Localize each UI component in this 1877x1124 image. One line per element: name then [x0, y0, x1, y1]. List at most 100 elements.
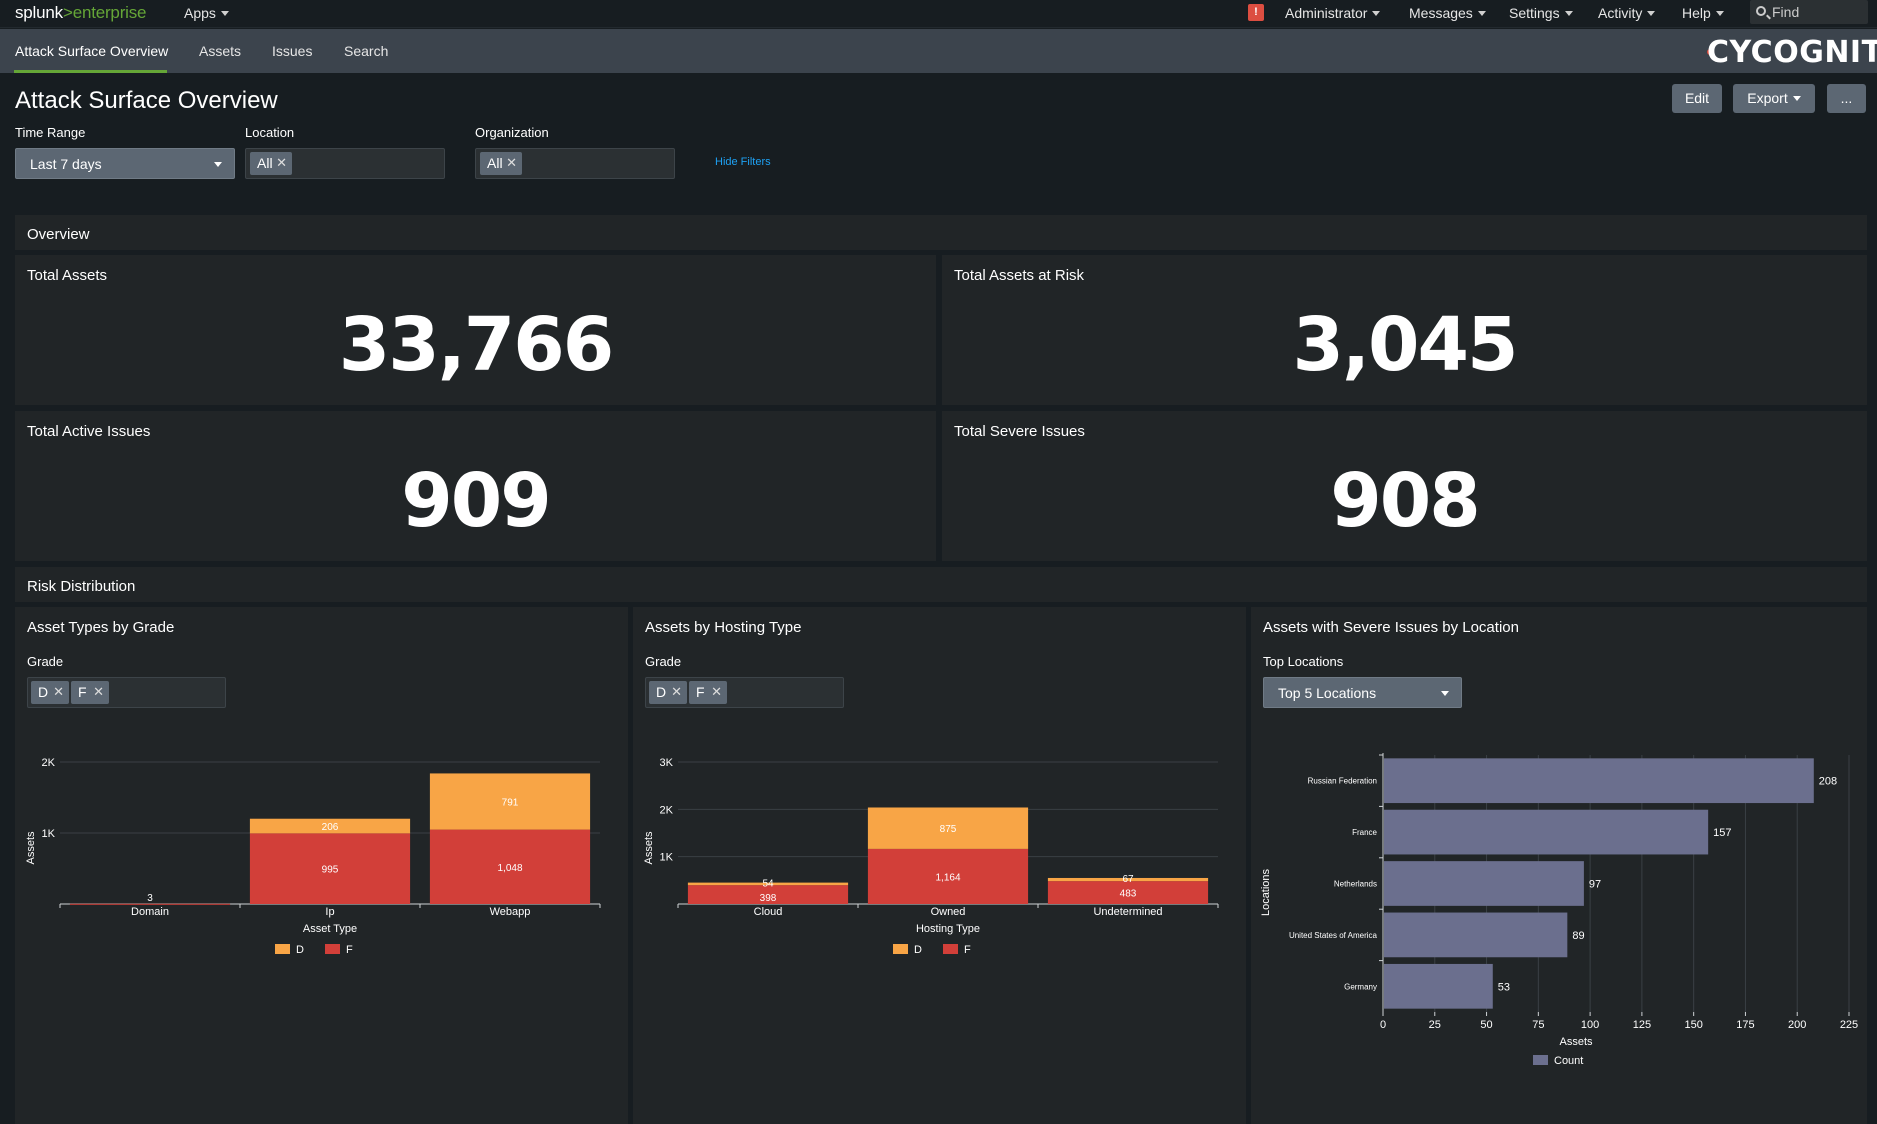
data-label-f: 1,164: [935, 872, 960, 883]
panel-title: Asset Types by Grade: [27, 619, 175, 636]
caret-down-icon: [1647, 11, 1656, 16]
tab-attack-surface-overview[interactable]: Attack Surface Overview: [15, 43, 169, 59]
x-tick-label: Webapp: [490, 906, 531, 918]
caret-down-icon: [1372, 11, 1381, 16]
top-locations-dropdown[interactable]: Top 5 Locations: [1263, 677, 1462, 708]
grade-multiselect[interactable]: D ✕ F ✕: [645, 677, 844, 708]
administrator-menu[interactable]: Administrator: [1285, 5, 1381, 21]
legend-swatch-d: [275, 944, 290, 954]
grade-multiselect[interactable]: D ✕ F ✕: [27, 677, 226, 708]
y-tick-label: 2K: [660, 804, 674, 816]
app-bar: Attack Surface Overview Assets Issues Se…: [0, 29, 1877, 73]
close-icon[interactable]: ✕: [506, 155, 517, 170]
bar-count: [1384, 861, 1584, 906]
apps-menu[interactable]: Apps: [184, 5, 229, 21]
menu-label: Settings: [1509, 5, 1560, 21]
edit-button[interactable]: Edit: [1672, 84, 1722, 113]
y-axis-title: Assets: [25, 831, 37, 865]
hide-filters-link[interactable]: Hide Filters: [715, 156, 771, 168]
time-range-label: Time Range: [15, 125, 86, 140]
x-tick-label: 175: [1736, 1019, 1754, 1031]
apps-label: Apps: [184, 5, 216, 21]
caret-down-icon: [1564, 11, 1573, 16]
bar-d: [249, 818, 411, 834]
legend-label-d: D: [914, 944, 922, 956]
find-placeholder: Find: [1772, 4, 1800, 20]
panel-title: Assets by Hosting Type: [645, 619, 802, 636]
chip-label: F: [78, 684, 87, 700]
kpi-value: 909: [401, 458, 551, 544]
tab-search[interactable]: Search: [344, 43, 389, 59]
logo-prefix: splunk: [15, 3, 63, 22]
find-input[interactable]: Find: [1750, 0, 1868, 24]
bar-d: [429, 773, 591, 830]
bar-f: [1047, 881, 1209, 904]
legend-label-d: D: [296, 944, 304, 956]
data-label: 157: [1713, 827, 1731, 839]
caret-down-icon: [1477, 11, 1486, 16]
caret-down-icon: [1441, 691, 1449, 696]
x-tick-label: 75: [1532, 1019, 1544, 1031]
activity-menu[interactable]: Activity: [1598, 5, 1656, 21]
grade-chip-d[interactable]: D ✕: [649, 681, 687, 704]
x-tick-label: 25: [1429, 1019, 1441, 1031]
grade-chip-d[interactable]: D ✕: [31, 681, 69, 704]
alert-icon[interactable]: !: [1248, 4, 1264, 21]
x-tick-label: Undetermined: [1093, 906, 1162, 918]
location-multiselect[interactable]: All ✕: [245, 148, 445, 179]
close-icon[interactable]: ✕: [671, 684, 682, 699]
help-menu[interactable]: Help: [1682, 5, 1724, 21]
time-range-dropdown[interactable]: Last 7 days: [15, 148, 235, 179]
grade-label: Grade: [645, 654, 682, 669]
data-label-f: 398: [760, 893, 777, 904]
x-axis-title: Hosting Type: [916, 923, 980, 935]
close-icon[interactable]: ✕: [711, 684, 722, 699]
tab-assets[interactable]: Assets: [199, 43, 242, 59]
bar-f: [687, 885, 849, 904]
panel-title: Total Assets: [27, 267, 108, 284]
hosting-type-chart: 1K 2K 3K Cloud 398 54 Owned 1,164 875 Undetermine…: [643, 757, 1219, 956]
messages-menu[interactable]: Messages: [1409, 5, 1486, 21]
close-icon[interactable]: ✕: [93, 684, 104, 699]
y-tick-label: Germany: [1344, 982, 1377, 991]
close-icon[interactable]: ✕: [53, 684, 64, 699]
organization-label: Organization: [475, 125, 549, 140]
organization-chip[interactable]: All ✕: [480, 152, 522, 175]
bar-d: [867, 807, 1029, 849]
chip-label: F: [696, 684, 705, 700]
export-button[interactable]: Export: [1733, 84, 1815, 113]
asset-types-chart: 1K 2K Domain 3 Ip 995 206 Webapp 1,048 791 Asset T…: [25, 757, 601, 956]
menu-label: Help: [1682, 5, 1711, 21]
menu-label: Messages: [1409, 5, 1473, 21]
data-label-d: 54: [762, 879, 774, 890]
active-tab-indicator: [14, 70, 167, 73]
close-icon[interactable]: ✕: [276, 155, 287, 170]
grade-chip-f[interactable]: F ✕: [689, 681, 727, 704]
tab-issues[interactable]: Issues: [272, 43, 313, 59]
x-tick-label: 100: [1581, 1019, 1599, 1031]
data-label-d: 67: [1122, 874, 1134, 885]
panel-title: Total Active Issues: [27, 423, 151, 440]
bar-f: [429, 829, 591, 904]
data-label: 97: [1589, 879, 1601, 891]
data-label-f: 483: [1120, 889, 1137, 900]
data-label: 208: [1819, 776, 1837, 788]
kpi-panel-total-severe-issues: Total Severe Issues 908: [942, 411, 1867, 561]
data-label: 53: [1498, 981, 1510, 993]
data-label-f: 1,048: [497, 863, 522, 874]
x-tick-label: Cloud: [754, 906, 783, 918]
data-label-f: 3: [147, 893, 153, 904]
legend-label-count: Count: [1554, 1055, 1583, 1067]
overview-row-header: Overview: [15, 215, 1867, 250]
grade-chip-f[interactable]: F ✕: [71, 681, 109, 704]
x-axis-title: Asset Type: [303, 923, 357, 935]
organization-multiselect[interactable]: All ✕: [475, 148, 675, 179]
bar-f: [867, 848, 1029, 904]
x-axis-title: Assets: [1559, 1036, 1593, 1048]
y-axis-title: Assets: [643, 831, 655, 865]
y-tick-label: 1K: [660, 852, 674, 864]
more-actions-button[interactable]: ...: [1827, 84, 1866, 113]
settings-menu[interactable]: Settings: [1509, 5, 1573, 21]
splunk-logo[interactable]: splunk>enterprise: [15, 3, 146, 23]
location-chip[interactable]: All ✕: [250, 152, 292, 175]
